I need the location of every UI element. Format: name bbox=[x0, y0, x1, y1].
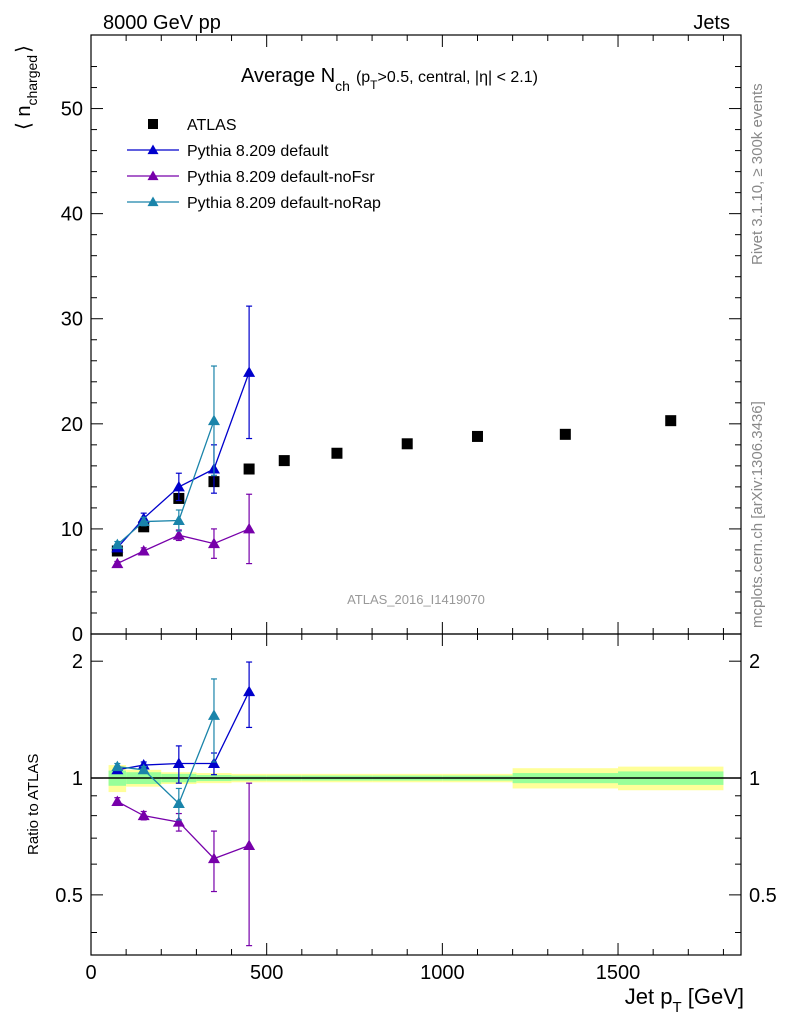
main-y-axis-label: ⟨ ncharged ⟩ bbox=[13, 45, 40, 130]
main-y-tick-label: 0 bbox=[72, 624, 83, 646]
ratio-triangle-point bbox=[111, 760, 124, 772]
main-y-tick-label: 50 bbox=[61, 99, 83, 121]
legend: ATLAS Pythia 8.209 default Pythia 8.209 de… bbox=[127, 117, 381, 212]
ratio-triangle-point bbox=[207, 709, 220, 720]
legend-label: Pythia 8.209 default-noRap bbox=[187, 195, 381, 212]
ratio-y-tick-label-right: 1 bbox=[749, 768, 760, 790]
x-tick-label: 1000 bbox=[420, 962, 465, 984]
main-series-1 bbox=[111, 305, 256, 553]
main-series-3 bbox=[111, 365, 220, 550]
ratio-y-tick-label: 0.5 bbox=[55, 885, 83, 907]
ratio-y-tick-label-right: 0.5 bbox=[749, 885, 777, 907]
xlabel-unit: [GeV] bbox=[682, 984, 744, 1009]
main-square-point bbox=[243, 463, 255, 475]
ratio-triangle-point bbox=[172, 757, 185, 769]
title-cond-sub: T bbox=[370, 78, 378, 92]
main-axes-frame bbox=[90, 34, 742, 956]
x-tick-label: 1500 bbox=[596, 962, 641, 984]
main-series-0 bbox=[111, 415, 677, 557]
ratio-y-tick-label: 1 bbox=[72, 768, 83, 790]
main-triangle-point bbox=[207, 537, 220, 549]
main-triangle-point bbox=[111, 538, 124, 550]
ratio-triangle-point bbox=[243, 685, 256, 697]
main-series-line bbox=[116, 372, 250, 549]
main-y-tick-label: 40 bbox=[61, 204, 83, 226]
rivet-version-label: Rivet 3.1.10, ≥ 300k events bbox=[749, 83, 766, 265]
ratio-series-line bbox=[117, 715, 215, 805]
xlabel-sub: T bbox=[672, 999, 681, 1016]
legend-item: Pythia 8.209 default bbox=[127, 143, 329, 160]
ylabel-main: ⟨ n bbox=[13, 106, 35, 130]
ylabel-sub: charged bbox=[24, 55, 40, 106]
title-main: Average N bbox=[241, 65, 335, 87]
ratio-triangle-point bbox=[243, 839, 256, 851]
main-triangle-point bbox=[207, 414, 220, 426]
ratio-triangle-point bbox=[172, 816, 185, 827]
ratio-panel-frame bbox=[90, 633, 742, 956]
main-triangle-point bbox=[243, 522, 256, 534]
main-triangle-point bbox=[243, 366, 256, 377]
main-y-tick-label: 10 bbox=[61, 519, 83, 541]
main-square-point bbox=[401, 438, 413, 450]
legend-item: Pythia 8.209 default-noRap bbox=[127, 195, 381, 212]
title-cond-a: (p bbox=[356, 69, 370, 86]
ylabel-close: ⟩ bbox=[13, 45, 35, 53]
ratio-series-0 bbox=[111, 661, 256, 784]
energy-label: 8000 GeV pp bbox=[103, 12, 221, 34]
ticks-layer: 0 500 1000 1500 0 10 20 30 40 50 0.5 0.5 1 1 2 2 bbox=[55, 35, 777, 984]
main-triangle-point bbox=[111, 557, 124, 569]
main-series-line bbox=[116, 420, 215, 546]
marks-layer bbox=[111, 305, 677, 947]
title-sub: ch bbox=[335, 78, 350, 94]
x-axis-label: Jet pT [GeV] bbox=[625, 984, 744, 1016]
ratio-triangle-point bbox=[207, 852, 220, 864]
legend-label: ATLAS bbox=[187, 117, 237, 134]
legend-label: Pythia 8.209 default bbox=[187, 143, 329, 160]
main-triangle-point bbox=[172, 514, 185, 526]
main-triangle-point bbox=[172, 480, 185, 492]
main-series-2 bbox=[111, 493, 256, 569]
ratio-triangle-point bbox=[137, 763, 150, 775]
x-tick-label: 0 bbox=[85, 962, 96, 984]
title-cond-b: >0.5, central, |η| < 2.1) bbox=[378, 69, 538, 86]
ratio-triangle-point bbox=[137, 809, 150, 821]
legend-label: Pythia 8.209 default-noFsr bbox=[187, 169, 375, 186]
ratio-y-tick-label-right: 2 bbox=[749, 651, 760, 673]
main-y-tick-label: 30 bbox=[61, 309, 83, 331]
main-square-point bbox=[471, 430, 483, 442]
main-series-line bbox=[117, 528, 250, 565]
ratio-y-axis-label: Ratio to ATLAS bbox=[25, 754, 42, 855]
main-triangle-point bbox=[137, 515, 150, 527]
xlabel-main: Jet p bbox=[625, 984, 673, 1009]
ratio-series-line bbox=[117, 800, 250, 860]
main-square-point bbox=[559, 428, 571, 440]
ratio-triangle-point bbox=[172, 797, 185, 808]
main-square-point bbox=[138, 521, 150, 533]
ratio-series-1 bbox=[111, 782, 256, 947]
main-y-tick-label: 20 bbox=[61, 414, 83, 436]
main-square-point bbox=[278, 455, 290, 467]
main-square-point bbox=[665, 415, 677, 427]
main-square-point bbox=[331, 447, 343, 459]
ratio-series-2 bbox=[111, 678, 220, 821]
legend-item: Pythia 8.209 default-noFsr bbox=[127, 169, 375, 186]
mcplots-label: mcplots.cern.ch [arXiv:1306.3436] bbox=[749, 401, 766, 628]
process-label: Jets bbox=[693, 12, 730, 34]
legend-marker-triangle bbox=[147, 196, 159, 207]
main-triangle-point bbox=[137, 544, 150, 556]
legend-marker-triangle bbox=[147, 144, 159, 155]
main-triangle-point bbox=[172, 529, 185, 540]
x-tick-label: 500 bbox=[250, 962, 283, 984]
legend-marker-square bbox=[148, 119, 158, 129]
main-plot-title: Average Nch (pT>0.5, central, |η| < 2.1) bbox=[241, 65, 538, 94]
ratio-triangle-point bbox=[111, 795, 124, 807]
analysis-id-label: ATLAS_2016_I1419070 bbox=[347, 592, 485, 607]
ratio-triangle-point bbox=[207, 757, 220, 769]
legend-marker-triangle bbox=[147, 170, 159, 181]
ratio-series-line bbox=[117, 691, 250, 771]
ratio-y-tick-label: 2 bbox=[72, 651, 83, 673]
legend-item: ATLAS bbox=[148, 117, 237, 134]
